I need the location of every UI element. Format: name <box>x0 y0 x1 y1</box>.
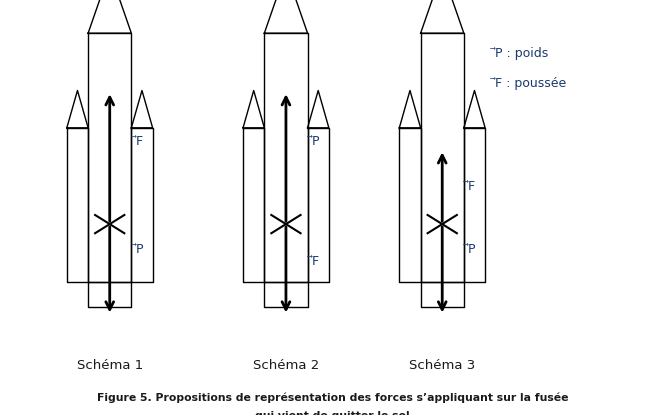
Text: ⃗P: ⃗P <box>313 134 321 148</box>
Text: ⃗P : poids: ⃗P : poids <box>495 47 549 61</box>
Text: ⃗F : poussée: ⃗F : poussée <box>495 76 567 90</box>
Text: Schéma 2: Schéma 2 <box>253 359 319 372</box>
Text: ⃗F: ⃗F <box>137 134 144 148</box>
Text: Schéma 3: Schéma 3 <box>409 359 475 372</box>
Text: ⃗P: ⃗P <box>469 242 477 256</box>
Text: ⃗F: ⃗F <box>469 180 476 193</box>
Text: ⃗F: ⃗F <box>313 255 320 268</box>
Text: ⃗P: ⃗P <box>137 242 144 256</box>
Text: Figure 5. Propositions de représentation des forces s’appliquant sur la fusée: Figure 5. Propositions de représentation… <box>96 392 569 403</box>
Text: Schéma 1: Schéma 1 <box>76 359 143 372</box>
Text: qui vient de quitter le sol: qui vient de quitter le sol <box>255 411 410 415</box>
